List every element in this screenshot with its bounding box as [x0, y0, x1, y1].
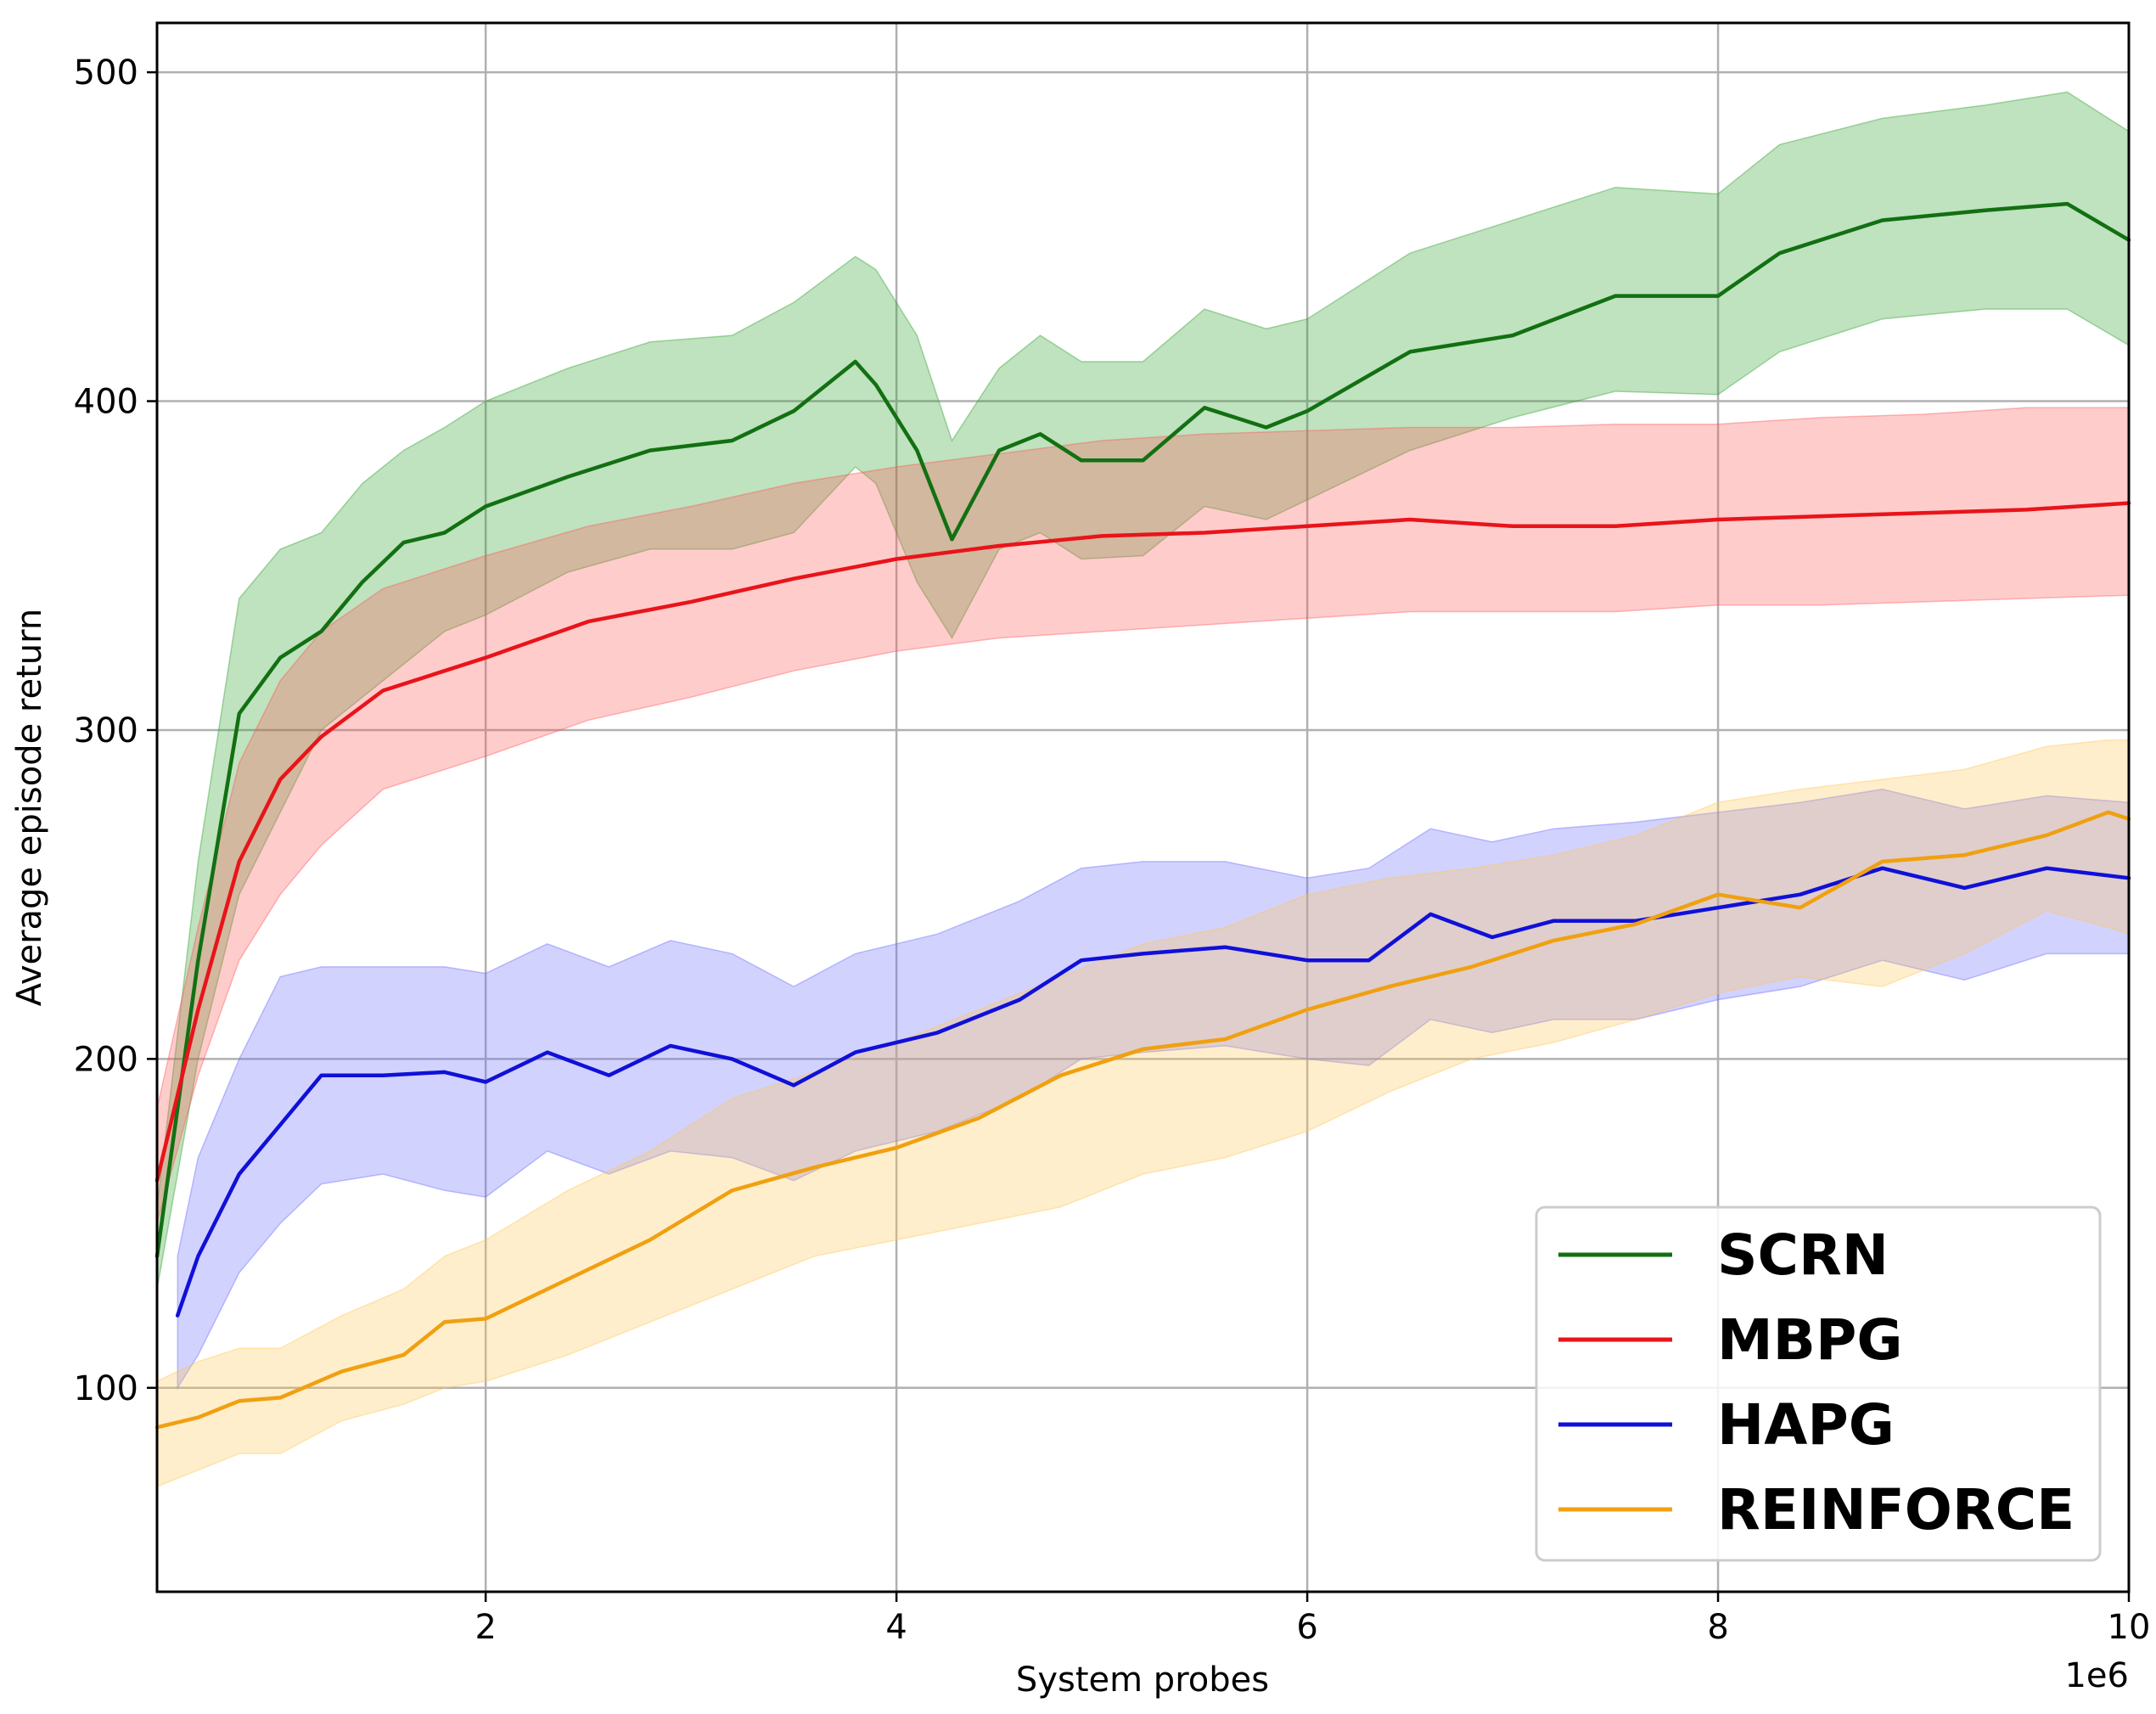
x-tick-label: 2 [474, 1608, 496, 1647]
plot-frame [155, 21, 2131, 1593]
legend-label-reinforce: REINFORCE [1717, 1477, 2075, 1543]
line-scrn [154, 201, 2131, 1259]
line-mbpg [154, 501, 2131, 1183]
y-tick-label: 400 [74, 383, 138, 422]
axis-ticks: 2 4 6 8 10 100 200 300 400 500 [74, 53, 2151, 1647]
x-axis-offset-label: 1e6 [2064, 1656, 2129, 1695]
legend-box [1535, 1205, 2102, 1562]
y-axis-label: Average episode return [10, 609, 49, 1006]
confidence-bands [156, 91, 2130, 1488]
legend-label-hapg: HAPG [1717, 1392, 1895, 1458]
line-reinforce [154, 810, 2131, 1430]
y-tick-label: 500 [74, 53, 138, 93]
legend: SCRN MBPG HAPG REINFORCE [1535, 1205, 2102, 1562]
x-tick-label: 4 [885, 1608, 907, 1647]
x-tick-label: 8 [1707, 1608, 1728, 1647]
y-tick-label: 300 [74, 711, 138, 750]
grid-lines [157, 23, 2131, 1592]
x-tick-label: 6 [1296, 1608, 1317, 1647]
line-hapg [175, 866, 2131, 1318]
series-lines [154, 201, 2131, 1430]
legend-label-mbpg: MBPG [1717, 1307, 1903, 1373]
legend-label-scrn: SCRN [1717, 1222, 1889, 1288]
x-tick-label: 10 [2108, 1608, 2151, 1647]
x-axis-label: System probes [1016, 1661, 1269, 1700]
y-tick-label: 200 [74, 1040, 138, 1079]
y-tick-label: 100 [74, 1369, 138, 1408]
